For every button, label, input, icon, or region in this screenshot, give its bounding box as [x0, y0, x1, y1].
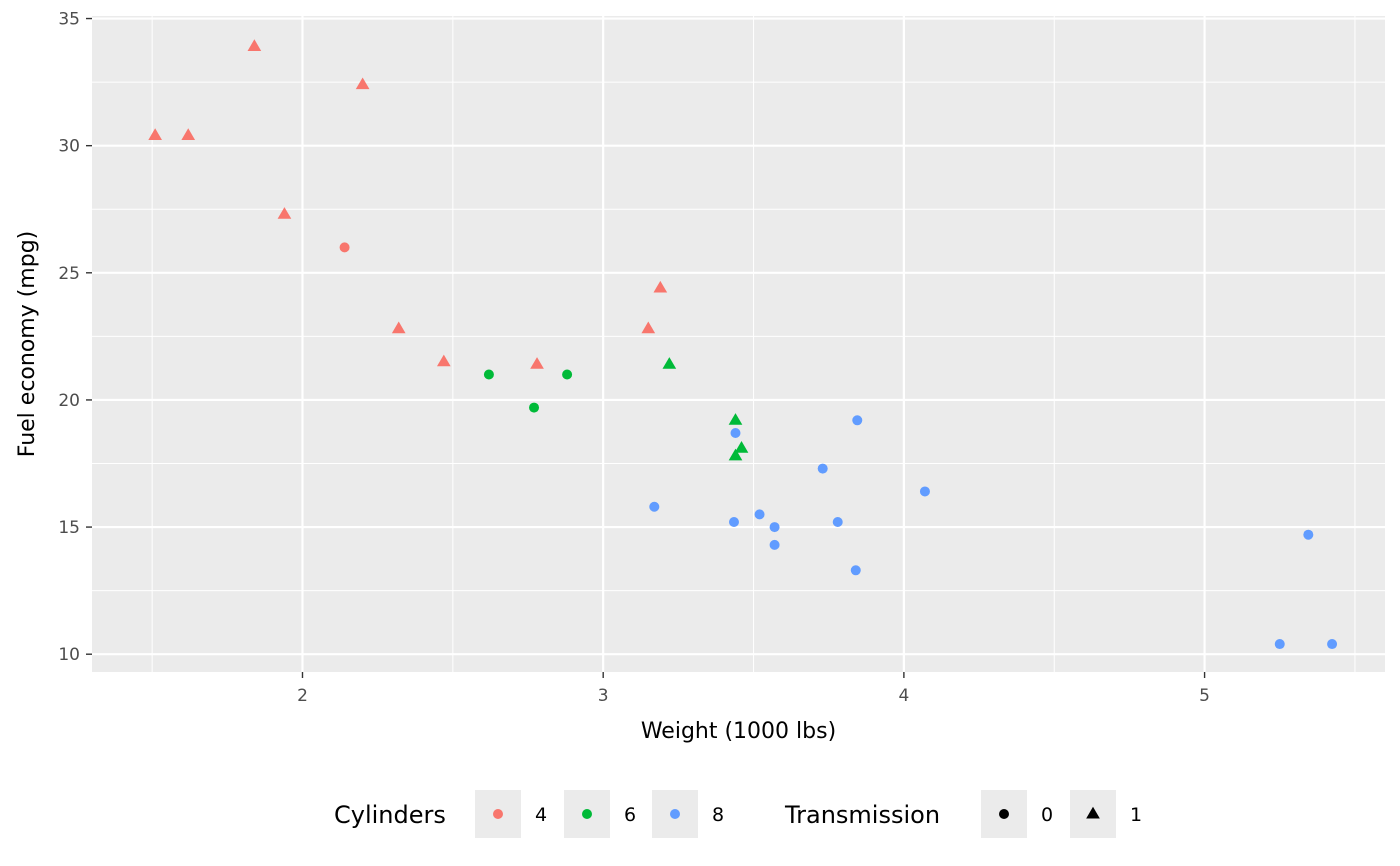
legend-title-cylinders: Cylinders — [334, 801, 446, 829]
legend-key-cylinders — [493, 809, 503, 819]
data-point — [530, 357, 544, 369]
data-point — [391, 321, 406, 334]
y-axis-title: Fuel economy (mpg) — [15, 231, 40, 458]
data-point — [728, 413, 743, 425]
data-point — [728, 448, 743, 461]
x-tick-label: 3 — [598, 686, 609, 706]
panel-background — [92, 16, 1385, 672]
y-tick-label: 20 — [58, 391, 80, 411]
legend-title-transmission: Transmission — [784, 801, 940, 829]
legend-label-cylinders: 6 — [624, 804, 636, 826]
data-point — [754, 509, 765, 520]
data-point — [562, 369, 573, 380]
plot-panel — [92, 16, 1385, 672]
legend-label-transmission: 0 — [1041, 804, 1053, 826]
data-point — [1327, 639, 1338, 650]
legend-label-cylinders: 4 — [535, 804, 547, 826]
data-point — [730, 427, 741, 438]
y-axis: 10 15 20 25 30 35 — [58, 10, 92, 665]
data-point — [247, 39, 262, 51]
data-point — [1303, 529, 1314, 540]
y-tick-label: 10 — [58, 645, 80, 665]
data-point — [832, 516, 843, 527]
data-point — [852, 415, 863, 426]
x-axis-title: Weight (1000 lbs) — [641, 719, 836, 744]
data-point — [483, 369, 494, 380]
y-tick-label: 25 — [58, 264, 80, 284]
data-point — [436, 354, 451, 367]
data-point — [529, 402, 540, 413]
data-point — [649, 501, 660, 512]
minor-gridlines — [92, 16, 1385, 672]
data-point — [148, 128, 162, 140]
y-tick-label: 15 — [58, 518, 80, 538]
legend-key-transmission — [1086, 806, 1100, 819]
data-point — [662, 357, 677, 369]
data-point — [1274, 639, 1285, 650]
data-point — [181, 128, 196, 140]
data-point — [850, 565, 861, 576]
x-tick-label: 5 — [1199, 686, 1210, 706]
data-point — [728, 516, 739, 527]
data-point — [919, 486, 930, 497]
data-point — [817, 463, 828, 474]
legend-key-transmission — [999, 809, 1009, 819]
x-axis: 2 3 4 5 — [297, 672, 1210, 706]
data-points — [148, 39, 1338, 650]
data-point — [277, 207, 292, 219]
data-point — [339, 242, 350, 253]
major-gridlines — [92, 16, 1385, 672]
legend-label-cylinders: 8 — [712, 804, 724, 826]
data-point — [769, 522, 780, 533]
legend-label-transmission: 1 — [1130, 804, 1142, 826]
x-tick-label: 2 — [297, 686, 308, 706]
data-point — [769, 539, 780, 550]
x-tick-label: 4 — [898, 686, 909, 706]
y-tick-label: 35 — [58, 10, 80, 30]
data-point — [653, 280, 668, 293]
data-point — [641, 321, 656, 334]
data-point — [734, 441, 749, 453]
y-tick-label: 30 — [58, 137, 80, 157]
legend-key-cylinders — [582, 809, 592, 819]
data-point — [355, 77, 370, 90]
legend-key-cylinders — [670, 809, 680, 819]
legend: Cylinders 4 6 8 Transmission 0 1 — [334, 790, 1142, 838]
